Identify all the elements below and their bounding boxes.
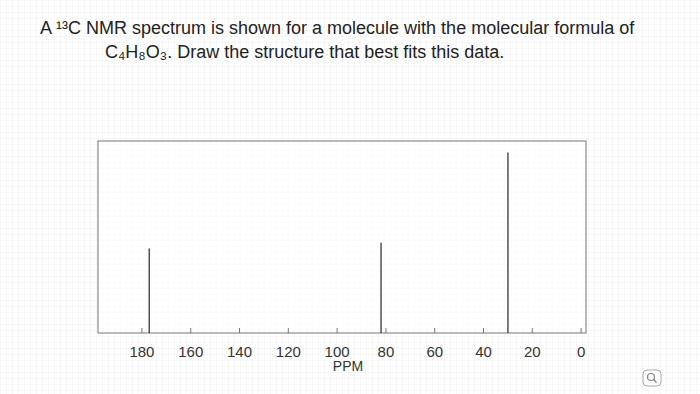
peak bbox=[149, 249, 150, 333]
x-tick-label: 40 bbox=[475, 343, 492, 360]
background bbox=[0, 0, 700, 394]
x-tick bbox=[483, 328, 484, 333]
x-tick bbox=[239, 328, 240, 333]
x-tick-label: 0 bbox=[577, 343, 585, 360]
plot-frame bbox=[98, 141, 586, 333]
zoom-icon[interactable] bbox=[643, 370, 661, 386]
figure: A ¹³C NMR spectrum is shown for a molecu… bbox=[0, 0, 700, 394]
x-tick-label: 80 bbox=[378, 343, 395, 360]
peaks bbox=[149, 153, 508, 333]
x-tick-label: 20 bbox=[524, 343, 541, 360]
x-tick bbox=[532, 328, 533, 333]
title: C₄H₈O₃. Draw the structure that best fit… bbox=[105, 42, 504, 62]
x-tick bbox=[581, 328, 582, 333]
x-tick bbox=[288, 328, 289, 333]
x-tick bbox=[434, 328, 435, 333]
x-tick-label: 180 bbox=[129, 343, 154, 360]
x-axis-label: PPM bbox=[333, 358, 363, 374]
x-tick-label: 60 bbox=[426, 343, 443, 360]
peak bbox=[380, 243, 381, 333]
x-tick bbox=[141, 328, 142, 333]
peak bbox=[507, 153, 508, 333]
x-tick-label: 120 bbox=[276, 343, 301, 360]
x-tick bbox=[190, 328, 191, 333]
x-tick bbox=[337, 328, 338, 333]
x-tick-label: 140 bbox=[227, 343, 252, 360]
x-tick bbox=[385, 328, 386, 333]
x-tick-label: 160 bbox=[178, 343, 203, 360]
title: A ¹³C NMR spectrum is shown for a molecu… bbox=[40, 18, 635, 38]
